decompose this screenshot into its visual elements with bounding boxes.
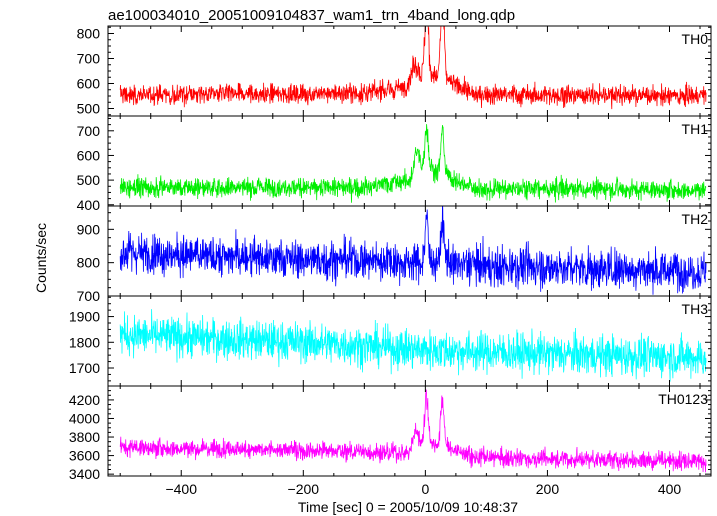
y-tick-label: 700 [77,51,101,67]
y-tick-label: 3800 [69,429,100,445]
y-tick-label: 700 [77,288,101,304]
y-tick-label: 4000 [69,410,100,426]
x-tick-label: −200 [288,481,320,497]
y-tick-label: 600 [77,76,101,92]
y-axis-label: Counts/sec [33,223,49,293]
panel-label: TH2 [682,211,709,227]
chart-title: ae100034010_20051009104837_wam1_trn_4ban… [108,7,515,24]
y-tick-label: 4200 [69,392,100,408]
panel-frame [107,25,712,117]
y-tick-label: 1900 [69,309,100,325]
y-tick-label: 600 [77,147,101,163]
y-tick-label: 800 [77,255,101,271]
x-tick-label: 0 [421,481,429,497]
series-th3 [119,309,707,382]
y-tick-label: 700 [77,123,101,139]
y-tick-label: 400 [77,197,101,213]
panel-th2: 700 800 900 TH2 [77,205,712,304]
y-tick-label: 3400 [69,466,100,482]
x-tick-label: −400 [165,481,197,497]
panel-frame [107,205,712,297]
x-axis-label: Time [sec] 0 = 2005/10/09 10:48:37 [298,499,518,515]
y-tick-label: 500 [77,172,101,188]
panel-label: TH0 [682,31,709,47]
panel-th1: 400 500 600 700 TH1 [77,115,712,213]
series-th0123 [119,389,707,473]
panel-frame [107,385,712,477]
panel-label: TH1 [682,121,709,137]
x-tick-label: 400 [658,481,682,497]
series-th0 [119,26,707,110]
series-th1 [119,124,707,203]
panels-group: 500 600 700 800 TH0 400 500 600 700 TH1 700 800 900 T… [69,25,712,497]
series-th2 [119,206,707,295]
y-tick-label: 1800 [69,334,100,350]
panel-label: TH0123 [658,391,708,407]
y-tick-label: 500 [77,101,101,117]
panel-th0123: 3400 3600 3800 4000 4200 TH0123 [69,385,712,482]
y-tick-label: 3600 [69,448,100,464]
panel-th3: 1700 1800 1900 TH3 [69,295,712,387]
y-tick-label: 1700 [69,360,100,376]
y-tick-label: 800 [77,26,101,42]
y-tick-label: 900 [77,221,101,237]
x-tick-label: 200 [536,481,560,497]
panel-label: TH3 [682,301,709,317]
